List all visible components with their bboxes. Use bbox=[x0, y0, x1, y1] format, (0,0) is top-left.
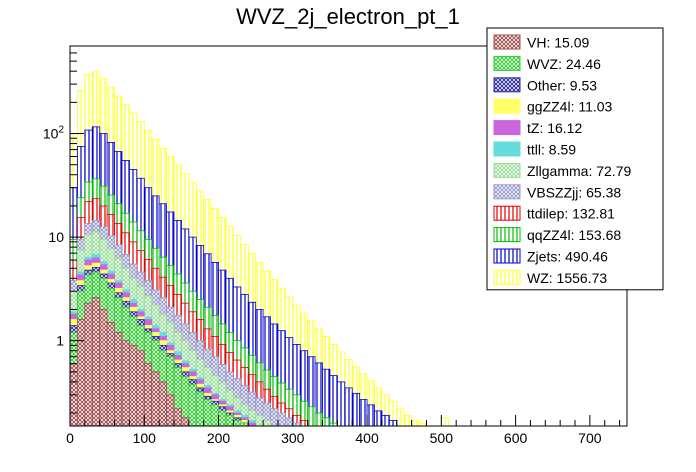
legend-swatch bbox=[493, 269, 521, 285]
legend-entry: ttll: 8.59 bbox=[527, 142, 576, 158]
x-axis: 0 100 200 300 400 500 600 700 bbox=[66, 415, 621, 446]
bar bbox=[151, 371, 160, 427]
bar bbox=[411, 419, 420, 427]
legend-entry: VH: 15.09 bbox=[527, 35, 589, 51]
stacked-bars bbox=[69, 71, 450, 427]
bar bbox=[388, 419, 398, 427]
y-tick-label: 1 bbox=[56, 333, 64, 349]
legend-swatch bbox=[493, 248, 521, 264]
bar bbox=[440, 417, 450, 427]
bar bbox=[270, 408, 279, 427]
legend-entry: tZ: 16.12 bbox=[527, 120, 582, 136]
bar bbox=[366, 404, 375, 427]
legend-entry: ttdilep: 132.81 bbox=[527, 206, 615, 222]
legend-swatch bbox=[493, 184, 521, 200]
bar bbox=[203, 399, 212, 427]
bar bbox=[77, 319, 86, 427]
bar bbox=[129, 345, 138, 427]
bar bbox=[359, 399, 368, 427]
bar bbox=[218, 410, 227, 427]
x-tick-label: 500 bbox=[430, 430, 454, 446]
x-tick-label: 100 bbox=[133, 430, 157, 446]
y-tick-label: 102 bbox=[43, 125, 65, 142]
legend-swatch bbox=[493, 34, 521, 50]
bar bbox=[210, 404, 219, 427]
bar bbox=[195, 391, 205, 427]
legend-entry: ggZZ4l: 11.03 bbox=[527, 99, 613, 115]
bar bbox=[225, 414, 234, 427]
legend-swatch bbox=[493, 77, 521, 93]
bar bbox=[99, 309, 108, 427]
bar bbox=[351, 392, 361, 427]
legend-swatch bbox=[493, 205, 521, 221]
bar bbox=[255, 414, 264, 427]
bar bbox=[314, 412, 323, 427]
bar bbox=[262, 419, 271, 427]
bar bbox=[307, 406, 316, 427]
x-tick-label: 0 bbox=[66, 430, 74, 446]
x-tick-label: 200 bbox=[207, 430, 231, 446]
bar bbox=[180, 417, 190, 427]
bar bbox=[299, 419, 309, 427]
bar bbox=[106, 322, 115, 427]
bar bbox=[188, 383, 197, 427]
bar bbox=[121, 340, 130, 427]
bar bbox=[403, 414, 413, 427]
chart-title: WVZ_2j_electron_pt_1 bbox=[236, 4, 460, 29]
bar bbox=[143, 363, 153, 427]
x-tick-label: 300 bbox=[281, 430, 305, 446]
bar bbox=[336, 381, 346, 427]
bar bbox=[277, 412, 286, 427]
y-tick-label: 10 bbox=[48, 229, 64, 245]
bar bbox=[166, 394, 175, 427]
legend-entry: Other: 9.53 bbox=[527, 77, 597, 93]
y-tick-exponent: 2 bbox=[58, 125, 64, 136]
legend-box bbox=[486, 27, 664, 291]
legend-entry: Zllgamma: 72.79 bbox=[527, 163, 631, 179]
bar bbox=[158, 381, 167, 427]
bar bbox=[136, 350, 145, 427]
legend-swatch bbox=[493, 141, 521, 157]
series-0-bars bbox=[69, 297, 190, 427]
bar bbox=[173, 408, 182, 427]
legend-swatch bbox=[493, 120, 521, 136]
bar bbox=[381, 414, 390, 427]
bar bbox=[114, 332, 123, 427]
x-tick-label: 700 bbox=[578, 430, 602, 446]
legend-entry: Zjets: 490.46 bbox=[527, 249, 608, 265]
bar bbox=[232, 419, 242, 427]
legend-swatch bbox=[493, 227, 521, 243]
bar bbox=[396, 408, 405, 427]
x-tick-label: 600 bbox=[504, 430, 528, 446]
legend-entry: qqZZ4l: 153.68 bbox=[527, 227, 621, 243]
legend: VH: 15.09 WVZ: 24.46 Other: 9.53 ggZZ4l: 11… bbox=[486, 27, 664, 291]
bar bbox=[374, 410, 383, 427]
x-tick-label: 400 bbox=[355, 430, 379, 446]
legend-swatch bbox=[493, 162, 521, 178]
bar bbox=[329, 375, 338, 427]
bar bbox=[91, 297, 101, 427]
legend-entry: VBSZZjj: 65.38 bbox=[527, 184, 621, 200]
bar bbox=[322, 417, 331, 427]
bar bbox=[84, 302, 93, 427]
legend-swatch bbox=[493, 98, 521, 114]
legend-entry: WVZ: 24.46 bbox=[527, 56, 601, 72]
legend-swatch bbox=[493, 55, 521, 71]
bar bbox=[344, 387, 353, 427]
legend-entry: WZ: 1556.73 bbox=[527, 270, 607, 286]
bar bbox=[284, 417, 294, 427]
